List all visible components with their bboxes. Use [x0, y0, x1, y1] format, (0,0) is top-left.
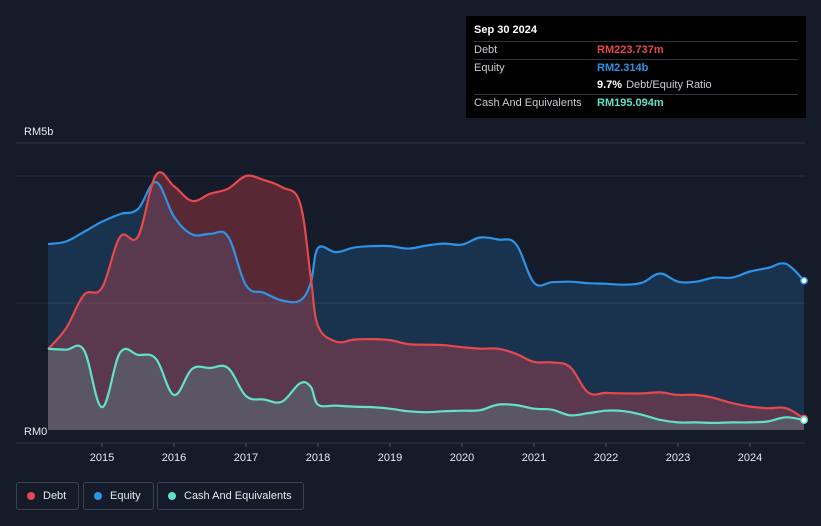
x-tick-label-2015: 2015: [90, 452, 114, 464]
x-tick-label-2018: 2018: [306, 452, 330, 464]
endpoint-equity: [800, 276, 808, 285]
line-equity: [47, 181, 805, 304]
area-debt: [48, 172, 804, 430]
x-tick-label-2021: 2021: [522, 452, 546, 464]
tooltip-debt-value: RM223.737m: [597, 44, 664, 56]
legend-debt-label: Debt: [43, 490, 67, 502]
tooltip-row-cash: Cash And Equivalents RM195.094m: [474, 94, 798, 112]
tooltip-row-debt: Debt RM223.737m: [474, 41, 798, 59]
legend-cash-label: Cash And Equivalents: [184, 490, 292, 502]
x-tick-label-2019: 2019: [378, 452, 402, 464]
tooltip-cash-value: RM195.094m: [597, 97, 664, 109]
tooltip-date: Sep 30 2024: [474, 24, 537, 36]
tooltip-ratio-value: 9.7%: [597, 79, 623, 91]
y-label-top: RM5b: [24, 126, 53, 138]
legend-debt-swatch: [27, 492, 35, 500]
x-tick-label-2017: 2017: [234, 452, 258, 464]
endpoint-cash-and-equivalents: [800, 416, 808, 425]
area-cash-and-equivalents: [48, 345, 804, 430]
series-endpoints: [800, 276, 808, 425]
x-tick-label-2023: 2023: [666, 452, 690, 464]
area-equity: [48, 182, 804, 430]
data-tooltip: Sep 30 2024 Debt RM223.737m Equity RM2.3…: [466, 16, 806, 118]
tooltip-equity-value: RM2.314b: [597, 62, 649, 74]
legend-equity[interactable]: Equity: [83, 482, 154, 510]
legend-cash-swatch: [168, 492, 176, 500]
grid-lines: [16, 142, 805, 444]
tooltip-equity-label: Equity: [474, 62, 505, 74]
tooltip-row-equity: Equity RM2.314b: [474, 59, 798, 77]
x-tick-label-2016: 2016: [162, 452, 186, 464]
line-cash-and-equivalents: [47, 344, 805, 424]
legend-debt[interactable]: Debt: [16, 482, 79, 510]
tooltip-ratio-label: Debt/Equity Ratio: [626, 79, 712, 91]
legend-equity-swatch: [94, 492, 102, 500]
series-areas: [48, 172, 804, 430]
legend-cash[interactable]: Cash And Equivalents: [157, 482, 304, 510]
tooltip-cash-label: Cash And Equivalents: [474, 97, 582, 109]
x-tick-label-2022: 2022: [594, 452, 618, 464]
x-tick-label-2024: 2024: [738, 452, 762, 464]
series-lines: [47, 171, 805, 424]
line-debt: [47, 171, 805, 420]
tooltip-row-ratio: 9.7% Debt/Equity Ratio: [474, 77, 798, 94]
x-tick-label-2020: 2020: [450, 452, 474, 464]
y-label-bottom: RM0: [24, 426, 47, 438]
legend-equity-label: Equity: [110, 490, 141, 502]
tooltip-debt-label: Debt: [474, 44, 498, 56]
x-axis-ticks: 2015 2016 2017 2018 2019 2020 2021 2022 2023 2024: [90, 443, 762, 464]
